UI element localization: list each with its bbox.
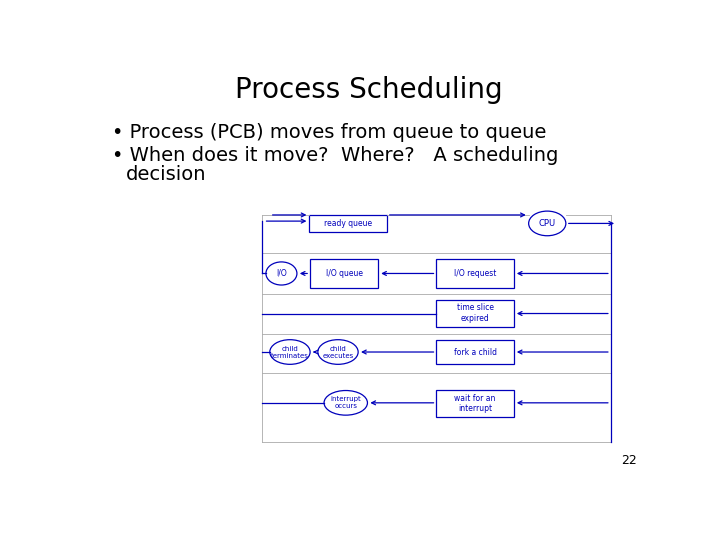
Bar [436, 259, 514, 288]
Text: I/O queue: I/O queue [325, 269, 363, 278]
Ellipse shape [266, 262, 297, 285]
Text: Process Scheduling: Process Scheduling [235, 76, 503, 104]
Text: • When does it move?  Where?   A scheduling: • When does it move? Where? A scheduling [112, 146, 558, 165]
Bar [436, 300, 514, 327]
Ellipse shape [324, 390, 367, 415]
Bar [310, 215, 387, 232]
Text: time slice
expired: time slice expired [456, 303, 494, 323]
Ellipse shape [270, 340, 310, 365]
Text: ready queue: ready queue [324, 219, 372, 228]
Text: child
executes: child executes [323, 346, 354, 359]
Text: child
terminates: child terminates [271, 346, 309, 359]
Bar [310, 259, 378, 288]
Text: fork a child: fork a child [454, 348, 497, 356]
Text: 22: 22 [621, 454, 636, 467]
Text: I/O: I/O [276, 269, 287, 278]
Bar [436, 340, 514, 365]
Text: decision: decision [126, 165, 206, 184]
Bar [436, 390, 514, 417]
Ellipse shape [318, 340, 358, 365]
Text: CPU: CPU [539, 219, 556, 228]
Text: wait for an
interrupt: wait for an interrupt [454, 394, 496, 413]
Text: interrupt
occurs: interrupt occurs [330, 396, 361, 409]
Text: I/O request: I/O request [454, 269, 496, 278]
Text: • Process (PCB) moves from queue to queue: • Process (PCB) moves from queue to queu… [112, 123, 546, 141]
Ellipse shape [528, 211, 566, 236]
